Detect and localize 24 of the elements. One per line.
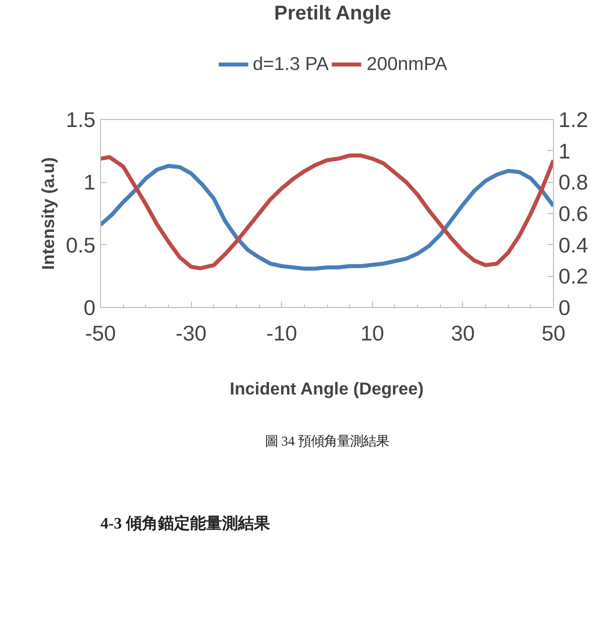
y2-tick-label: 0.8 <box>558 170 588 195</box>
y2-tick-label: 0.2 <box>558 264 588 289</box>
y2-tick-label: 1 <box>558 139 570 164</box>
y2-tick-label: 0.6 <box>558 202 588 226</box>
y-tick-label: 1.5 <box>66 108 96 132</box>
y-tick-label: 0.5 <box>66 233 96 258</box>
x-axis-title: Incident Angle (Degree) <box>230 378 424 398</box>
y-axis-title: Intensity (a.u) <box>38 157 58 270</box>
y-tick-label: 0 <box>84 296 96 320</box>
y2-tick-label: 0.4 <box>558 233 588 258</box>
x-tick-label: 50 <box>542 322 566 346</box>
y2-tick-label: 0 <box>558 296 570 320</box>
text: 4-3 傾角錨定能量測結果 <box>100 514 271 532</box>
legend-label: d=1.3 PA <box>252 53 329 75</box>
x-tick-label: 30 <box>451 322 475 346</box>
y2-tick-label: 1.2 <box>558 108 588 132</box>
x-tick-label: 10 <box>360 322 384 346</box>
x-tick-label: -10 <box>266 322 298 346</box>
x-tick-label: -50 <box>85 322 116 346</box>
x-tick-label: -30 <box>176 322 207 346</box>
caption: 圖 34 預傾角量測結果 <box>265 434 390 448</box>
legend-label: 200nmPA <box>366 53 448 75</box>
y-tick-label: 1 <box>84 170 96 195</box>
chart-title: Pretilt Angle <box>274 2 392 24</box>
